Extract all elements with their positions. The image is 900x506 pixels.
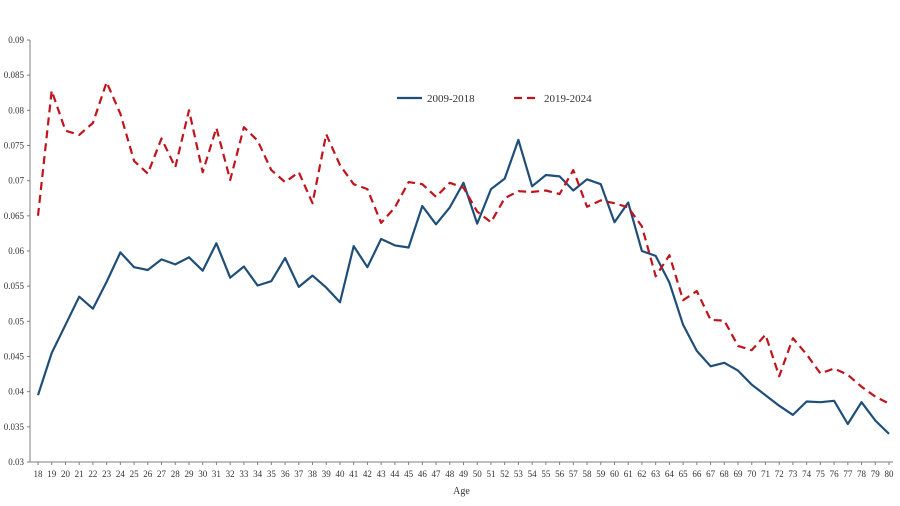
x-tick-label: 59 [596, 469, 606, 479]
x-tick-label: 23 [102, 469, 112, 479]
x-tick-label: 30 [198, 469, 208, 479]
legend: 2009-2018 2019-2024 [397, 93, 592, 105]
x-tick-label: 70 [747, 469, 757, 479]
x-tick-label: 29 [184, 469, 194, 479]
x-tick-label: 63 [651, 469, 661, 479]
x-tick-label: 65 [679, 469, 689, 479]
x-tick-label: 67 [706, 469, 716, 479]
x-tick-label: 52 [500, 469, 509, 479]
x-tick-label: 25 [130, 469, 140, 479]
x-tick-label: 45 [404, 469, 414, 479]
y-tick-label: 0.06 [8, 246, 24, 256]
x-tick-label: 64 [665, 469, 675, 479]
x-tick-label: 54 [528, 469, 538, 479]
x-tick-label: 78 [857, 469, 867, 479]
x-tick-label: 79 [871, 469, 881, 479]
y-tick-label: 0.065 [4, 211, 25, 221]
x-tick-label: 20 [61, 469, 71, 479]
x-tick-label: 62 [637, 469, 646, 479]
y-tick-label: 0.09 [8, 35, 24, 45]
x-tick-label: 56 [555, 469, 565, 479]
y-axis-ticks: 0.03 0.035 0.04 0.045 0.05 0.055 0.06 0.065 0.07… [4, 35, 30, 467]
x-tick-label: 27 [157, 469, 167, 479]
x-tick-label: 44 [390, 469, 400, 479]
x-tick-label: 18 [34, 469, 44, 479]
legend-label-2009-2018: 2009-2018 [427, 93, 475, 105]
x-tick-label: 51 [486, 469, 495, 479]
x-tick-label: 66 [692, 469, 702, 479]
y-tick-label: 0.085 [4, 70, 25, 80]
x-tick-label: 34 [253, 469, 263, 479]
y-tick-label: 0.07 [8, 176, 24, 186]
x-tick-label: 58 [583, 469, 593, 479]
x-axis-title: Age [453, 486, 470, 497]
x-tick-label: 22 [88, 469, 97, 479]
y-tick-label: 0.045 [4, 352, 25, 362]
legend-label-2019-2024: 2019-2024 [544, 93, 592, 105]
y-tick-label: 0.055 [4, 281, 25, 291]
x-tick-label: 60 [610, 469, 620, 479]
x-tick-label: 71 [761, 469, 770, 479]
series-line-2019-2024 [36, 81, 890, 405]
x-tick-label: 46 [418, 469, 428, 479]
x-tick-label: 24 [116, 469, 126, 479]
x-tick-label: 50 [473, 469, 483, 479]
x-tick-label: 53 [514, 469, 524, 479]
x-tick-label: 28 [171, 469, 181, 479]
x-tick-label: 69 [734, 469, 744, 479]
x-tick-label: 31 [212, 469, 221, 479]
x-tick-label: 37 [294, 469, 304, 479]
y-tick-label: 0.08 [8, 105, 24, 115]
x-tick-label: 74 [802, 469, 812, 479]
series-lines [36, 81, 890, 435]
y-tick-label: 0.05 [8, 316, 24, 326]
x-tick-label: 41 [349, 469, 358, 479]
x-tick-label: 33 [239, 469, 249, 479]
x-tick-label: 40 [335, 469, 345, 479]
x-tick-label: 80 [885, 469, 895, 479]
x-axis-ticks: 18 19 20 21 22 23 24 25 26 27 28 29 30 31 32 33 34 35 36 37… [34, 462, 895, 479]
x-tick-label: 68 [720, 469, 730, 479]
series-line-2009-2018 [36, 138, 890, 435]
x-tick-label: 55 [541, 469, 551, 479]
y-tick-label: 0.075 [4, 141, 25, 151]
x-tick-label: 36 [281, 469, 291, 479]
x-tick-label: 72 [775, 469, 784, 479]
x-tick-label: 61 [624, 469, 633, 479]
x-tick-label: 47 [432, 469, 442, 479]
x-tick-label: 21 [75, 469, 84, 479]
y-tick-label: 0.035 [4, 422, 25, 432]
x-tick-label: 77 [843, 469, 853, 479]
x-tick-label: 43 [377, 469, 387, 479]
x-tick-label: 38 [308, 469, 318, 479]
x-tick-label: 76 [830, 469, 840, 479]
x-tick-label: 57 [569, 469, 579, 479]
x-tick-label: 73 [788, 469, 798, 479]
x-tick-label: 26 [143, 469, 153, 479]
x-tick-label: 19 [47, 469, 57, 479]
x-tick-label: 49 [459, 469, 469, 479]
x-tick-label: 42 [363, 469, 372, 479]
x-tick-label: 35 [267, 469, 277, 479]
y-tick-label: 0.04 [8, 387, 24, 397]
x-tick-label: 39 [322, 469, 332, 479]
x-tick-label: 32 [226, 469, 235, 479]
y-tick-label: 0.03 [8, 457, 24, 467]
x-tick-label: 48 [445, 469, 455, 479]
x-tick-label: 75 [816, 469, 826, 479]
